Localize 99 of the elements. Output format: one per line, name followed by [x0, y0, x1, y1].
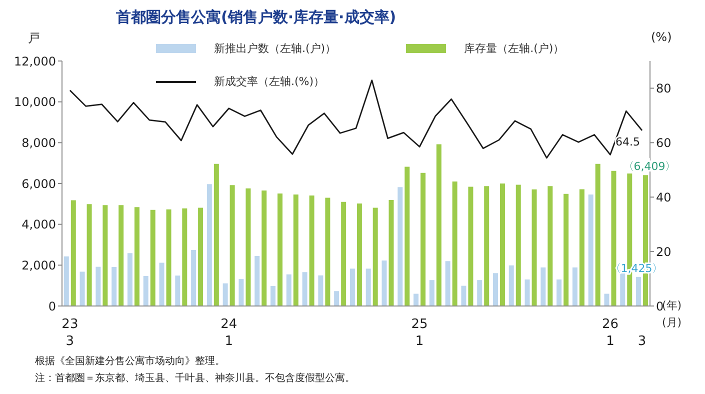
x-tick-label: 26 1	[602, 317, 619, 349]
y2-axis-title: (%)	[651, 30, 672, 44]
bar	[214, 164, 219, 306]
bar	[366, 268, 371, 306]
y2-tick-label: 20	[656, 244, 672, 259]
data-label: 64.5	[616, 135, 640, 148]
bar	[452, 181, 458, 306]
bar	[334, 291, 340, 306]
bar	[350, 268, 355, 306]
x-tick-label: 25 1	[411, 317, 428, 349]
bar	[112, 267, 117, 306]
bar	[588, 194, 594, 306]
bar	[150, 210, 156, 306]
bar	[388, 200, 394, 306]
bar	[604, 294, 610, 306]
bar	[254, 256, 260, 306]
bar	[356, 204, 362, 306]
bar	[270, 286, 276, 306]
x-tick-label: 3	[638, 334, 646, 349]
legend-label: 新推出户数（左轴.(户)）	[213, 41, 336, 57]
bar	[246, 188, 251, 306]
y2-tick-label: 60	[656, 136, 672, 150]
bar	[198, 208, 204, 306]
bar	[564, 194, 569, 306]
bar	[309, 196, 314, 306]
bar	[118, 205, 124, 306]
y-tick-label: 4,000	[22, 218, 56, 232]
text: 根据《全国新建分售公寓市场动向》整理。	[35, 354, 225, 368]
bar	[191, 250, 196, 306]
bar	[134, 207, 140, 306]
bar	[382, 260, 387, 306]
bar	[404, 166, 410, 306]
bar	[611, 170, 616, 306]
data-label: 〈6,409〉	[622, 160, 676, 174]
y-tick-label: 8,000	[22, 136, 56, 150]
y2-tick-label: 0	[656, 299, 664, 314]
y-tick-label: 0	[48, 299, 56, 314]
x-tick-label: 23 3	[62, 317, 78, 349]
y2-tick-label: 80	[656, 81, 672, 96]
bar	[102, 205, 108, 306]
bar	[230, 185, 235, 306]
text: 注：首都圏＝东京都、埼玉县、千叶县、神奈川县。不包含度假型公寓。	[35, 372, 355, 385]
y-tick-label: 10,000	[14, 95, 56, 110]
y-tick-label: 6,000	[22, 176, 56, 191]
bar	[86, 204, 92, 306]
bar	[318, 275, 324, 306]
bar	[636, 276, 642, 306]
bar	[70, 200, 76, 306]
bar	[548, 186, 553, 306]
bar	[429, 280, 434, 306]
bar	[540, 267, 546, 306]
bar	[492, 273, 498, 306]
bar	[206, 184, 212, 306]
bar	[238, 279, 244, 306]
x-tick-label: 24 1	[220, 317, 238, 349]
legend-label: 新成交率（左轴.(%)）	[213, 74, 325, 90]
bar	[500, 184, 505, 306]
y-axis-title: 戸	[28, 30, 40, 47]
bar	[143, 276, 148, 306]
bar	[262, 190, 267, 306]
bar	[468, 186, 474, 306]
bar	[127, 253, 132, 306]
bar	[175, 276, 180, 306]
bar	[80, 272, 85, 306]
bar	[159, 262, 164, 306]
bar	[420, 172, 426, 306]
bar	[508, 265, 514, 306]
bar	[286, 274, 292, 306]
bar	[524, 279, 530, 306]
bar	[477, 280, 482, 306]
bar	[293, 194, 298, 306]
bar	[595, 164, 600, 306]
bar	[182, 208, 188, 306]
bar	[64, 256, 69, 306]
bar	[302, 272, 308, 306]
bar	[516, 184, 521, 306]
bar	[556, 279, 562, 306]
y2-tick-label: 40	[656, 190, 672, 204]
bar	[436, 144, 442, 306]
bar	[222, 283, 228, 306]
x-axis-title: (年) (月)	[662, 298, 682, 330]
bar	[445, 261, 450, 306]
legend-label: 库存量（左轴.(户)）	[463, 41, 564, 57]
bar	[166, 209, 172, 306]
bar	[398, 187, 403, 306]
bar	[532, 189, 537, 306]
bar	[461, 286, 466, 306]
bar	[96, 266, 101, 306]
chart-title: 首都圏分售公寓(销售户数·库存量·成交率)	[116, 8, 396, 27]
bar	[325, 198, 330, 306]
y-tick-label: 2,000	[22, 258, 56, 272]
bar	[484, 186, 490, 306]
bar	[572, 267, 578, 306]
bar	[579, 189, 584, 306]
bar	[372, 208, 378, 306]
bar	[341, 202, 346, 306]
bar	[278, 194, 282, 306]
bar	[414, 294, 419, 306]
y-tick-label: 12,000	[14, 54, 56, 68]
